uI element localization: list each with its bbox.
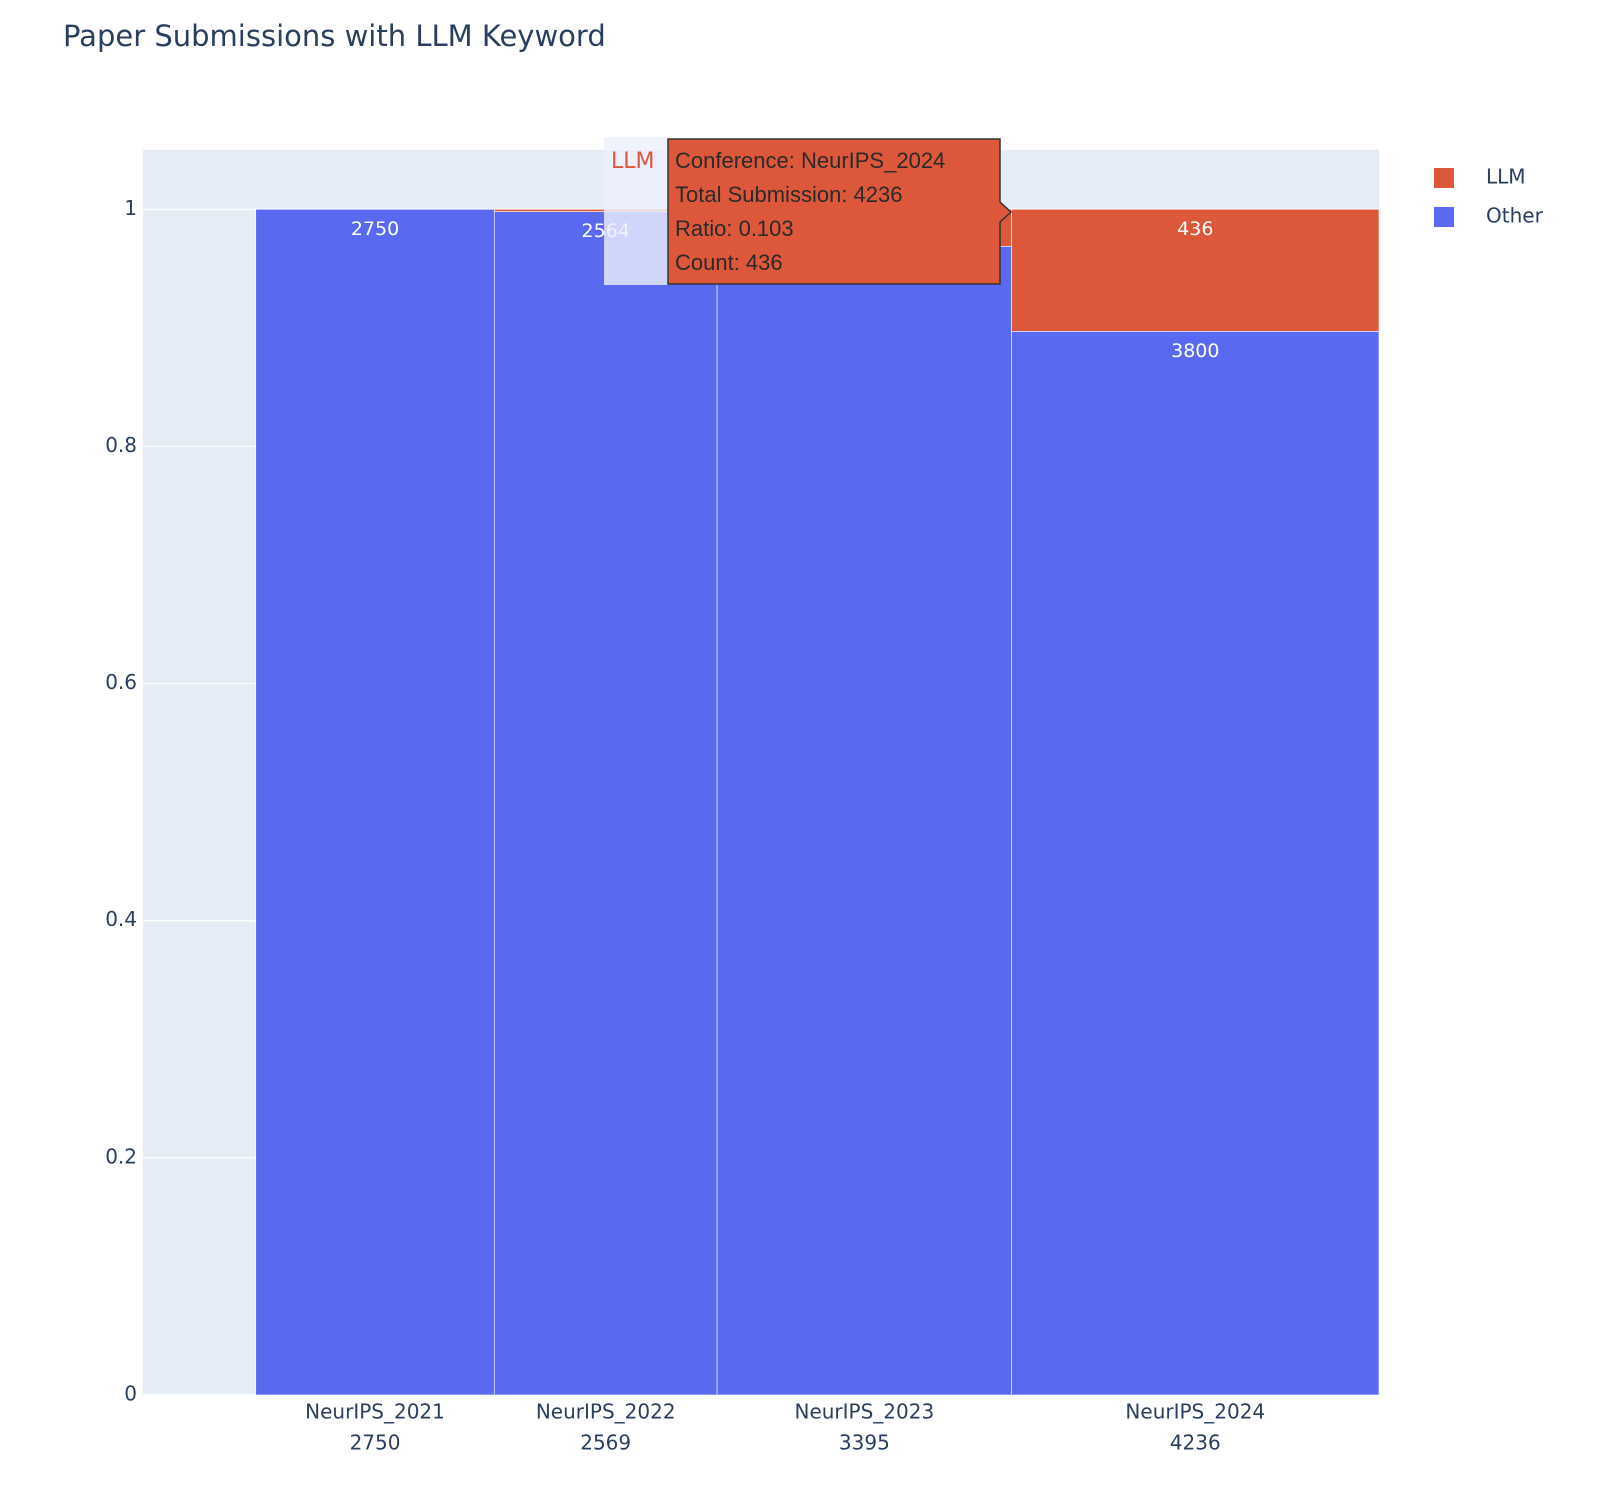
hover-line: Total Submission: 4236 bbox=[675, 182, 902, 207]
bar-segment bbox=[716, 246, 1012, 1396]
y-tick-label: 0.4 bbox=[105, 907, 137, 931]
bar-segment bbox=[493, 211, 718, 1396]
legend-label: LLM bbox=[1486, 165, 1526, 189]
y-tick-label: 0.8 bbox=[105, 433, 137, 457]
x-tick-total: 4236 bbox=[1170, 1431, 1221, 1455]
y-tick-label: 0.6 bbox=[105, 670, 137, 694]
hover-line: Count: 436 bbox=[675, 250, 783, 275]
data-label: 2750 bbox=[351, 218, 399, 240]
legend-swatch bbox=[1434, 207, 1454, 227]
hover-line: Conference: NeurIPS_2024 bbox=[675, 148, 945, 173]
bar-segment bbox=[1011, 331, 1380, 1396]
x-tick-label: NeurIPS_2023 bbox=[794, 1400, 934, 1424]
legend-label: Other bbox=[1486, 204, 1544, 228]
x-tick-total: 2569 bbox=[580, 1431, 631, 1455]
legend-swatch bbox=[1434, 168, 1454, 188]
bar-segment bbox=[255, 208, 495, 1396]
x-tick-label: NeurIPS_2022 bbox=[536, 1400, 676, 1424]
y-tick-label: 0 bbox=[124, 1382, 137, 1406]
hover-name: LLM bbox=[611, 149, 655, 174]
hover-name-box bbox=[604, 137, 668, 285]
x-tick-total: 3395 bbox=[839, 1431, 890, 1455]
chart-title: Paper Submissions with LLM Keyword bbox=[63, 19, 606, 53]
x-tick-label: NeurIPS_2021 bbox=[305, 1400, 445, 1424]
data-label: 436 bbox=[1177, 218, 1213, 240]
x-tick-label: NeurIPS_2024 bbox=[1125, 1400, 1265, 1424]
y-tick-label: 0.2 bbox=[105, 1144, 137, 1168]
x-tick-total: 2750 bbox=[350, 1431, 401, 1455]
hover-box bbox=[667, 138, 1013, 285]
data-label: 3800 bbox=[1171, 340, 1219, 362]
hover-line: Ratio: 0.103 bbox=[675, 216, 794, 241]
y-tick-label: 1 bbox=[124, 196, 137, 220]
bar-segment bbox=[1011, 208, 1380, 332]
